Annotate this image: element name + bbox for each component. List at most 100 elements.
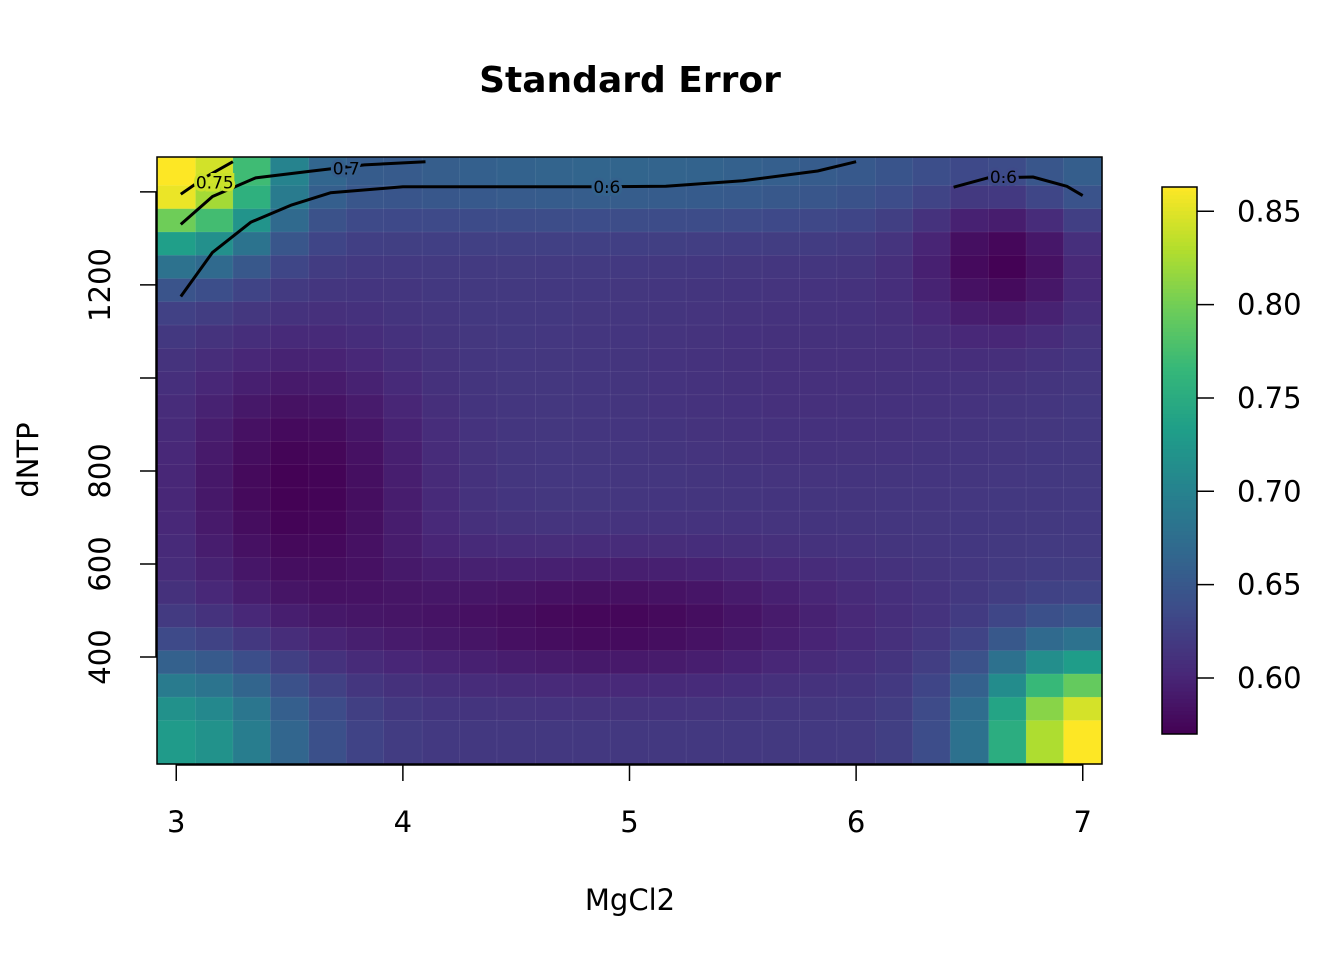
heatmap-cell <box>912 254 952 279</box>
heatmap-cell <box>421 556 461 582</box>
heatmap-cell <box>421 231 461 256</box>
heatmap-cell <box>383 417 424 442</box>
heatmap-cell <box>836 207 877 233</box>
heatmap-cell <box>496 533 537 558</box>
heatmap-cell <box>723 347 763 372</box>
colorbar-swatch <box>1162 261 1197 266</box>
heatmap-cell <box>1063 207 1103 233</box>
heatmap-cell <box>609 440 650 465</box>
heatmap-cell <box>836 649 877 675</box>
heatmap-cell <box>345 672 385 698</box>
heatmap-cell <box>421 533 461 558</box>
heatmap-cell <box>685 533 725 558</box>
heatmap-cell <box>572 156 612 186</box>
heatmap-cell <box>572 231 612 256</box>
colorbar-swatch <box>1162 659 1197 665</box>
heatmap-cell <box>496 324 537 349</box>
colorbar-swatch <box>1162 421 1197 426</box>
heatmap-cell <box>156 324 197 349</box>
heatmap-cell <box>836 440 877 465</box>
colorbar-swatch <box>1162 198 1197 204</box>
heatmap-cell <box>609 231 650 256</box>
heatmap-cell <box>1063 463 1103 489</box>
heatmap-cell <box>912 719 952 765</box>
heatmap-cell <box>383 277 424 303</box>
colorbar-swatch <box>1162 597 1197 602</box>
contour-lines: 0.6 0.6 0.7 0.75 <box>179 157 1084 298</box>
heatmap-cell <box>1025 696 1065 721</box>
heatmap-cell <box>875 556 914 582</box>
heatmap-cell <box>195 324 234 349</box>
colorbar-swatch <box>1162 382 1197 387</box>
heatmap-cell <box>345 277 385 303</box>
heatmap-cell <box>609 556 650 582</box>
heatmap-cell <box>270 696 310 721</box>
heatmap-cell <box>308 672 348 698</box>
heatmap-cell <box>308 370 348 396</box>
colorbar-swatch <box>1162 491 1197 497</box>
colorbar-swatch <box>1162 601 1197 606</box>
x-tick-label: 5 <box>620 805 638 839</box>
heatmap-cell <box>496 207 537 233</box>
heatmap-cell <box>648 486 688 512</box>
heatmap-cell <box>761 440 801 465</box>
heatmap-cell <box>156 672 197 698</box>
heatmap-cell <box>156 556 197 582</box>
heatmap-cell <box>912 486 952 512</box>
heatmap-cell <box>535 184 574 210</box>
heatmap-cell <box>723 579 763 605</box>
colorbar-swatch <box>1162 503 1197 508</box>
colorbar-swatch <box>1162 370 1197 376</box>
heatmap-cell <box>685 324 725 349</box>
heatmap-cell <box>761 603 801 628</box>
x-axis-label: MgCl2 <box>585 883 675 917</box>
colorbar-swatch <box>1162 550 1197 555</box>
contour-line <box>179 160 426 226</box>
heatmap-cell <box>1063 370 1103 396</box>
colorbar-swatch <box>1162 562 1197 567</box>
heatmap-cell <box>988 324 1027 349</box>
chart-title: Standard Error <box>479 60 781 101</box>
heatmap-cell <box>496 463 537 489</box>
heatmap-cell <box>648 649 688 675</box>
heatmap-cell <box>648 207 688 233</box>
heatmap-cell <box>912 300 952 326</box>
colorbar-swatch <box>1162 413 1197 419</box>
heatmap-cell <box>270 579 310 605</box>
heatmap-cell <box>195 277 234 303</box>
heatmap-cell <box>1025 440 1065 465</box>
heatmap-cell <box>572 324 612 349</box>
colorbar-swatch <box>1162 691 1197 696</box>
heatmap-cell <box>836 347 877 372</box>
heatmap-cell <box>685 579 725 605</box>
heatmap-cell <box>1063 417 1103 442</box>
heatmap-cell <box>459 486 498 512</box>
y-axis-label: dNTP <box>11 422 45 497</box>
heatmap-cell <box>875 277 914 303</box>
colorbar-swatch <box>1162 269 1197 274</box>
heatmap-cell <box>535 156 574 186</box>
heatmap-cell <box>421 300 461 326</box>
heatmap-cell <box>875 347 914 372</box>
heatmap-cell <box>875 417 914 442</box>
heatmap-cell <box>308 649 348 675</box>
heatmap-cell <box>308 533 348 558</box>
heatmap-cell <box>875 370 914 396</box>
heatmap-cell <box>799 324 838 349</box>
heatmap-cell <box>195 649 234 675</box>
heatmap-cell <box>345 556 385 582</box>
heatmap-cell <box>496 510 537 535</box>
heatmap-cell <box>308 486 348 512</box>
heatmap-cell <box>949 463 990 489</box>
heatmap-cell <box>156 156 197 186</box>
heatmap-cell <box>232 649 272 675</box>
colorbar-swatch <box>1162 499 1197 504</box>
colorbar-swatch <box>1162 319 1197 325</box>
heatmap-cell <box>535 417 574 442</box>
heatmap-cell <box>799 486 838 512</box>
heatmap-cell <box>459 393 498 419</box>
colorbar-swatch <box>1162 284 1197 290</box>
heatmap-cell <box>496 156 537 186</box>
heatmap-cell <box>799 440 838 465</box>
